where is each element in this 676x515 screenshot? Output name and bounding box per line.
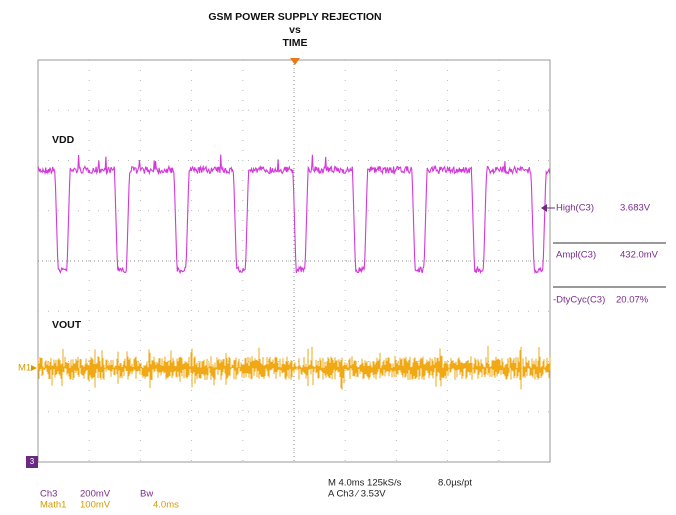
channel-name: Math1 bbox=[40, 500, 66, 511]
channel-scale: 100mV bbox=[80, 500, 111, 511]
math-arrow bbox=[31, 365, 37, 371]
acq-info: M 4.0ms 125kS/s bbox=[328, 478, 402, 489]
channel-extra: 4.0ms bbox=[153, 500, 179, 511]
meas-value: 3.683V bbox=[620, 203, 651, 214]
channel-name: Ch3 bbox=[40, 489, 57, 500]
acq-info: A Ch3 ⁄ 3.53V bbox=[328, 489, 386, 500]
waveforms bbox=[37, 154, 551, 390]
graticule bbox=[37, 59, 551, 463]
meas-arrow bbox=[541, 204, 547, 212]
meas-name: High(C3) bbox=[556, 203, 594, 214]
meas-name: Ampl(C3) bbox=[556, 250, 596, 261]
channel-scale: 200mV bbox=[80, 489, 111, 500]
meas-name: -DtyCyc(C3) bbox=[553, 295, 605, 306]
ground-box bbox=[26, 456, 38, 468]
meas-value: 20.07% bbox=[616, 295, 649, 306]
ground-marker: 3 bbox=[30, 457, 35, 466]
trace-label: VOUT bbox=[52, 319, 82, 331]
trigger-marker bbox=[290, 58, 300, 65]
trace-label: VDD bbox=[52, 134, 75, 146]
vdd-trace bbox=[37, 154, 551, 275]
channel-extra: Bw bbox=[140, 489, 153, 500]
title-line: vs bbox=[289, 24, 301, 36]
meas-value: 432.0mV bbox=[620, 250, 659, 261]
title-line: GSM POWER SUPPLY REJECTION bbox=[208, 11, 381, 23]
vout-trace bbox=[37, 346, 551, 390]
math-marker: M1 bbox=[18, 363, 31, 374]
acq-info: 8.0µs/pt bbox=[438, 478, 472, 489]
title-line: TIME bbox=[282, 37, 307, 49]
